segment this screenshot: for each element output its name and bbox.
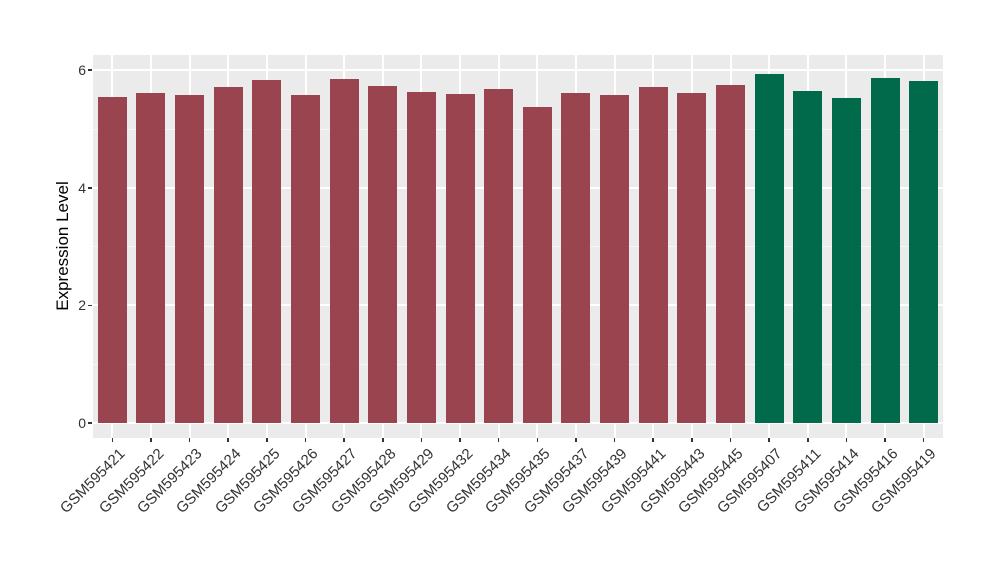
x-tick-mark-GSM595407 xyxy=(768,438,770,442)
x-tick-mark-GSM595437 xyxy=(575,438,577,442)
bar-GSM595437 xyxy=(561,93,591,423)
bar-GSM595424 xyxy=(213,87,243,423)
bar-GSM595407 xyxy=(754,74,784,423)
plot-panel xyxy=(93,55,943,438)
bar-GSM595416 xyxy=(870,78,900,423)
bar-GSM595428 xyxy=(368,85,398,423)
gridline-minor-y-1 xyxy=(93,363,943,365)
x-tick-mark-GSM595427 xyxy=(343,438,345,442)
x-tick-mark-GSM595426 xyxy=(304,438,307,442)
bar-GSM595425 xyxy=(252,80,282,423)
x-tick-mark-GSM595423 xyxy=(188,438,191,442)
bar-GSM595423 xyxy=(175,94,205,423)
y-tick-mark-2 xyxy=(88,304,92,307)
y-tick-mark-0 xyxy=(88,422,92,424)
y-tick-label-2: 2 xyxy=(78,297,86,314)
y-axis-title: Expression Level xyxy=(53,181,72,311)
y-tick-mark-6 xyxy=(88,69,92,71)
x-tick-mark-GSM595414 xyxy=(845,438,848,442)
x-tick-mark-GSM595422 xyxy=(150,438,152,442)
y-tick-label-0: 0 xyxy=(78,415,86,431)
gridline-major-y-2 xyxy=(93,304,943,307)
bar-GSM595427 xyxy=(329,79,359,423)
x-tick-mark-GSM595416 xyxy=(884,438,886,442)
bar-GSM595422 xyxy=(136,93,166,423)
bar-GSM595414 xyxy=(831,97,861,423)
gridline-major-y-4 xyxy=(93,186,943,189)
bar-GSM595421 xyxy=(97,97,127,423)
y-tick-label-4: 4 xyxy=(78,179,86,196)
x-tick-mark-GSM595429 xyxy=(420,438,423,442)
gridline-major-y-6 xyxy=(93,69,943,72)
x-tick-mark-GSM595443 xyxy=(691,438,693,442)
x-tick-mark-GSM595435 xyxy=(536,438,539,442)
x-tick-mark-GSM595439 xyxy=(613,438,616,442)
bar-GSM595441 xyxy=(638,87,668,423)
bar-GSM595434 xyxy=(484,89,514,423)
x-tick-mark-GSM595419 xyxy=(922,438,925,442)
bar-GSM595419 xyxy=(909,80,939,423)
y-tick-mark-4 xyxy=(88,187,92,189)
bar-GSM595439 xyxy=(600,94,630,423)
x-tick-mark-GSM595445 xyxy=(729,438,732,442)
y-tick-label-6: 6 xyxy=(78,62,86,79)
x-tick-mark-GSM595425 xyxy=(266,438,268,442)
gridline-minor-y-5 xyxy=(93,128,943,130)
x-tick-mark-GSM595421 xyxy=(111,438,114,442)
x-tick-mark-GSM595434 xyxy=(497,438,500,442)
bar-GSM595411 xyxy=(793,91,823,423)
x-tick-mark-GSM595441 xyxy=(652,438,654,442)
x-tick-mark-GSM595428 xyxy=(382,438,384,442)
x-tick-mark-GSM595424 xyxy=(227,438,229,442)
bar-GSM595445 xyxy=(716,84,745,423)
x-tick-mark-GSM595411 xyxy=(807,438,809,442)
bar-GSM595432 xyxy=(445,93,475,423)
gridline-minor-y-3 xyxy=(93,246,943,248)
bar-GSM595443 xyxy=(677,92,707,423)
x-tick-mark-GSM595432 xyxy=(459,438,461,442)
gridline-major-y-0 xyxy=(93,422,943,424)
bar-GSM595435 xyxy=(522,107,552,423)
bar-GSM595429 xyxy=(406,91,436,423)
bar-GSM595426 xyxy=(291,94,320,423)
